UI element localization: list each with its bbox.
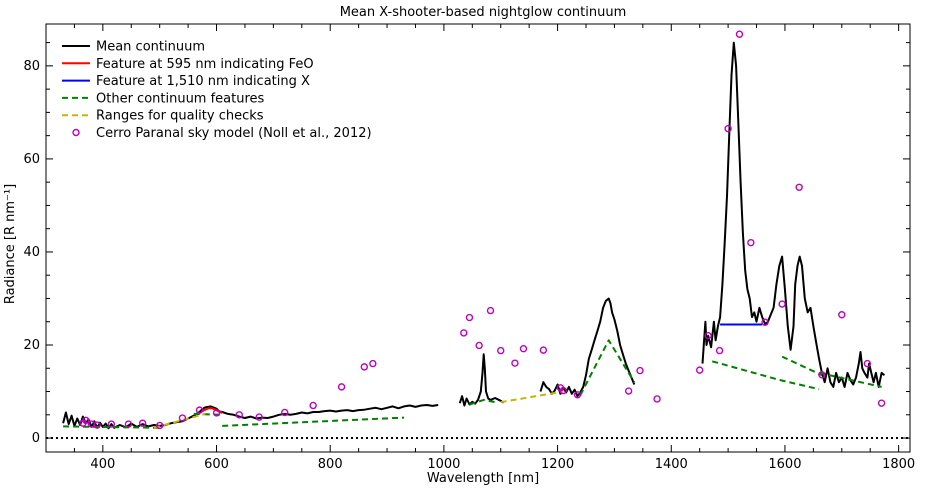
x-tick-label: 1200: [541, 457, 574, 472]
x-tick-label: 1000: [427, 457, 460, 472]
model-point: [107, 420, 116, 428]
series-other-continuum-features-segment-8: [818, 371, 882, 388]
series-mean-continuum-segment-4: [701, 41, 886, 388]
model-point: [863, 359, 872, 368]
model-point: [735, 30, 744, 38]
y-tick-label: 40: [23, 245, 40, 260]
model-point: [281, 408, 289, 417]
x-axis-label: Wavelength [nm]: [427, 471, 539, 486]
model-point: [778, 300, 786, 308]
model-point: [761, 318, 769, 326]
model-point: [511, 359, 519, 367]
series-ranges-for-quality-checks-segment-1: [153, 412, 206, 429]
series-ranges-for-quality-checks-segment-2: [500, 390, 564, 404]
y-tick-label: 20: [23, 338, 40, 353]
model-point: [724, 124, 732, 133]
model-point: [636, 366, 644, 375]
legend-label: Cerro Paranal sky model (Noll et al., 20…: [96, 126, 372, 141]
legend-label: Mean continuum: [96, 40, 205, 55]
legend-label: Feature at 1,510 nm indicating X: [96, 74, 310, 89]
series-mean-continuum-segment-1: [62, 404, 439, 430]
model-point: [559, 386, 567, 395]
legend-label: Other continuum features: [96, 91, 265, 106]
model-point: [124, 420, 133, 428]
y-axis-label: Radiance [R nm⁻¹]: [3, 184, 18, 304]
model-point: [465, 313, 474, 322]
chart-title: Mean X-shooter-based nightglow continuum: [340, 5, 627, 20]
y-tick-label: 80: [23, 59, 40, 74]
plot-frame: [45, 23, 911, 453]
model-point: [195, 406, 204, 414]
x-tick-label: 800: [318, 457, 343, 472]
x-tick-label: 600: [204, 457, 229, 472]
model-point: [178, 414, 187, 422]
model-point: [877, 399, 886, 407]
model-point: [475, 341, 483, 350]
model-point: [715, 346, 724, 355]
model-point: [519, 345, 528, 353]
model-point: [539, 346, 548, 354]
model-point: [360, 363, 369, 371]
model-point: [155, 421, 164, 430]
legend-label: Feature at 595 nm indicating FeO: [96, 57, 314, 72]
model-point: [573, 391, 582, 399]
x-tick-label: 1800: [882, 457, 915, 472]
model-point: [212, 409, 221, 417]
series-mean-continuum-segment-2: [458, 353, 505, 407]
model-point: [235, 411, 243, 419]
data-layer: [46, 30, 910, 440]
model-point: [653, 395, 661, 403]
model-point: [624, 387, 633, 395]
model-point: [82, 416, 90, 425]
series-other-continuum-features-segment-2: [193, 412, 223, 416]
model-point: [369, 359, 377, 368]
legend-marker: [72, 128, 80, 137]
model-point: [704, 331, 712, 340]
y-tick-label: 60: [23, 152, 40, 167]
series-mean-continuum-segment-3: [539, 297, 636, 398]
x-tick-label: 1400: [655, 457, 688, 472]
model-point: [486, 306, 495, 315]
model-point: [695, 366, 704, 374]
axes: 400 600 800 1000 1200 1400 1600 1800 0 20 40 60 80: [23, 23, 915, 472]
model-point: [255, 413, 263, 421]
model-point: [309, 401, 317, 410]
model-point: [138, 419, 147, 427]
legend-label: Ranges for quality checks: [96, 109, 264, 124]
x-tick-label: 1600: [768, 457, 801, 472]
model-point: [795, 183, 803, 191]
series-other-continuum-features-segment-6: [711, 360, 820, 391]
x-tick-label: 400: [90, 457, 115, 472]
legend: Mean continuum Feature at 595 nm indicati…: [62, 40, 372, 141]
series-other-continuum-features-segment-5: [579, 339, 636, 396]
series-other-continuum-features-segment-1: [63, 425, 160, 429]
series-other-continuum-features-segment-3: [222, 416, 405, 427]
model-point: [497, 346, 505, 355]
model-point: [460, 329, 468, 337]
model-point: [818, 371, 826, 379]
model-point: [93, 421, 101, 429]
y-tick-label: 0: [32, 431, 40, 446]
series-other-continuum-features-segment-4: [469, 398, 499, 406]
model-point: [838, 311, 846, 319]
model-point: [747, 238, 755, 247]
series-other-continuum-features-segment-7: [781, 355, 823, 377]
model-point: [337, 383, 346, 391]
